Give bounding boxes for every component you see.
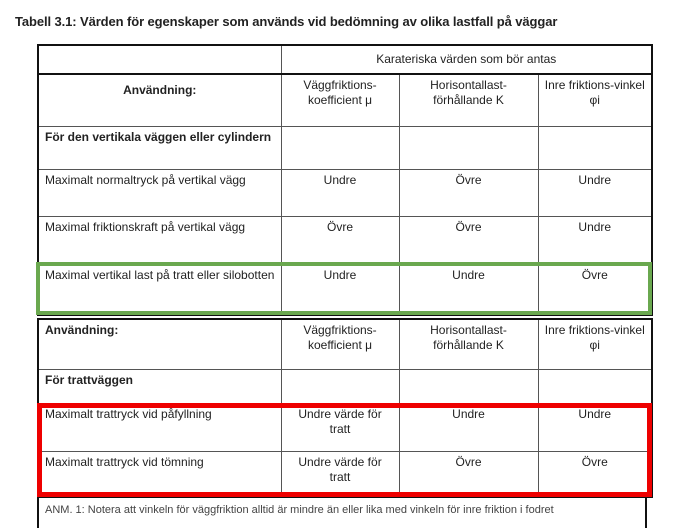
properties-table-hopper: Användning: Väggfriktions-koefficient μ …: [37, 318, 653, 498]
column-header-lateral-ratio: Horisontallast-förhållande K: [398, 73, 539, 127]
column-header-wall-friction: Väggfriktions-koefficient μ: [280, 318, 400, 370]
table-row: Maximalt trattryck vid påfyllning Undre …: [37, 402, 653, 452]
row-label: Maximalt trattryck vid påfyllning: [37, 402, 282, 452]
section-title: För trattväggen: [37, 368, 282, 404]
column-header-internal-friction: Inre friktions-vinkel φi: [537, 318, 653, 370]
column-header-usage: Användning:: [37, 318, 282, 370]
row-label: Maximal friktionskraft på vertikal vägg: [37, 215, 282, 265]
properties-table-vertical: Karateriska värden som bör antas Användn…: [37, 44, 653, 316]
column-header-wall-friction: Väggfriktions-koefficient μ: [280, 73, 400, 127]
group-header: Karateriska värden som bör antas: [280, 44, 653, 75]
table-row: Maximal vertikal last på tratt eller sil…: [37, 263, 653, 316]
cell-k: Övre: [398, 168, 539, 217]
section-title: För den vertikala väggen eller cylindern: [37, 125, 282, 170]
table-row: Maximalt normaltryck på vertikal vägg Un…: [37, 168, 653, 217]
table-row: Maximalt trattryck vid tömning Undre vär…: [37, 450, 653, 498]
cell-mu: Övre: [280, 215, 400, 265]
cell-phi: Övre: [537, 263, 653, 316]
table-caption: Tabell 3.1: Värden för egenskaper som an…: [15, 14, 558, 29]
cell-k: Undre: [398, 263, 539, 316]
cell-phi: Undre: [537, 215, 653, 265]
table-note: ANM. 1: Notera att vinkeln för väggfrikt…: [37, 498, 647, 528]
cell-phi: Undre: [537, 168, 653, 217]
table-row: Maximal friktionskraft på vertikal vägg …: [37, 215, 653, 265]
cell-k: Undre: [398, 402, 539, 452]
cell-mu: Undre: [280, 263, 400, 316]
column-header-lateral-ratio: Horisontallast-förhållande K: [398, 318, 539, 370]
cell-mu: Undre värde för tratt: [280, 402, 400, 452]
row-label: Maximalt normaltryck på vertikal vägg: [37, 168, 282, 217]
column-header-usage: Användning:: [37, 73, 282, 127]
cell-phi: Undre: [537, 402, 653, 452]
cell-k: Övre: [398, 450, 539, 498]
row-label: Maximalt trattryck vid tömning: [37, 450, 282, 498]
cell-k: Övre: [398, 215, 539, 265]
empty-header-cell: [37, 44, 282, 75]
cell-phi: Övre: [537, 450, 653, 498]
row-label: Maximal vertikal last på tratt eller sil…: [37, 263, 282, 316]
cell-mu: Undre: [280, 168, 400, 217]
cell-mu: Undre värde för tratt: [280, 450, 400, 498]
column-header-internal-friction: Inre friktions-vinkel φi: [537, 73, 653, 127]
